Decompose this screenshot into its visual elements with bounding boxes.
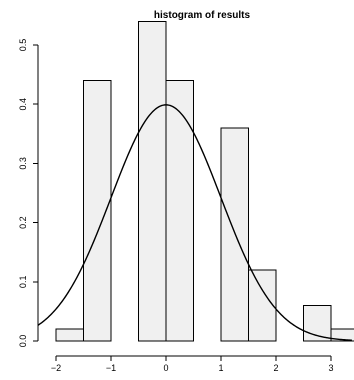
chart-title: histogram of results bbox=[154, 10, 251, 21]
x-tick-label: −2 bbox=[51, 363, 61, 373]
x-tick-label: 0 bbox=[163, 363, 168, 373]
y-tick-label: 0.3 bbox=[18, 157, 28, 170]
x-tick-label: 2 bbox=[273, 363, 278, 373]
bars-layer bbox=[55, 20, 354, 342]
y-tick-label: 0.0 bbox=[18, 335, 28, 348]
x-tick-label: 1 bbox=[218, 363, 223, 373]
histogram-bar bbox=[165, 80, 194, 342]
histogram-bar bbox=[330, 328, 354, 342]
density-curve bbox=[38, 104, 352, 341]
y-tick-label: 0.2 bbox=[18, 216, 28, 229]
y-tick-label: 0.4 bbox=[18, 98, 28, 111]
y-axis: 0.0 0.1 0.2 0.3 0.4 0.5 bbox=[18, 39, 39, 348]
histogram-bar bbox=[55, 328, 84, 342]
x-tick-label: 3 bbox=[328, 363, 333, 373]
x-tick-label: −1 bbox=[106, 363, 116, 373]
histogram-bar bbox=[248, 269, 277, 342]
histogram-bar bbox=[83, 80, 112, 342]
y-tick-label: 0.5 bbox=[18, 39, 28, 52]
histogram-bar bbox=[138, 20, 167, 342]
x-axis: −2 −1 0 1 2 3 bbox=[51, 355, 334, 373]
y-tick-label: 0.1 bbox=[18, 276, 28, 289]
